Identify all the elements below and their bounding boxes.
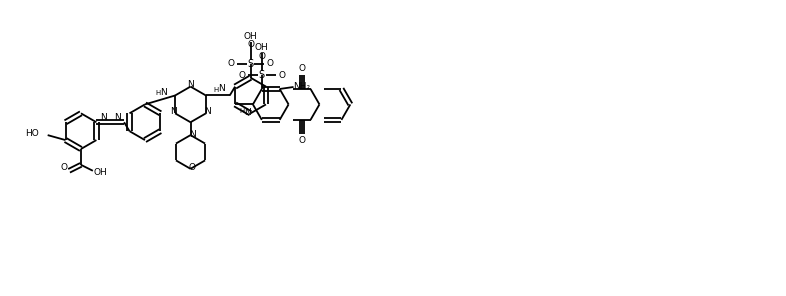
Text: O: O (298, 136, 305, 145)
Text: N: N (170, 107, 177, 116)
Text: H: H (156, 90, 160, 96)
Text: N: N (244, 108, 252, 117)
Text: N: N (187, 80, 194, 89)
Text: S: S (248, 59, 254, 69)
Text: O: O (259, 52, 266, 61)
Text: H: H (240, 108, 244, 114)
Text: O: O (247, 41, 254, 49)
Text: N: N (219, 84, 225, 93)
Text: N: N (100, 113, 107, 122)
Text: S: S (259, 70, 265, 80)
Text: HO: HO (25, 129, 39, 138)
Text: O: O (298, 64, 305, 73)
Text: O: O (227, 59, 234, 68)
Text: N: N (189, 130, 196, 139)
Text: OH: OH (244, 32, 257, 41)
Text: O: O (189, 163, 196, 172)
Text: N: N (204, 107, 211, 116)
Text: OH: OH (94, 168, 108, 177)
Text: N: N (114, 113, 120, 122)
Text: O: O (278, 71, 285, 80)
Text: O: O (266, 59, 274, 68)
Text: O: O (61, 163, 68, 172)
Text: O: O (238, 71, 245, 80)
Text: H: H (213, 86, 219, 93)
Text: N: N (160, 88, 167, 96)
Text: NH₂: NH₂ (293, 83, 310, 91)
Text: OH: OH (255, 43, 269, 52)
